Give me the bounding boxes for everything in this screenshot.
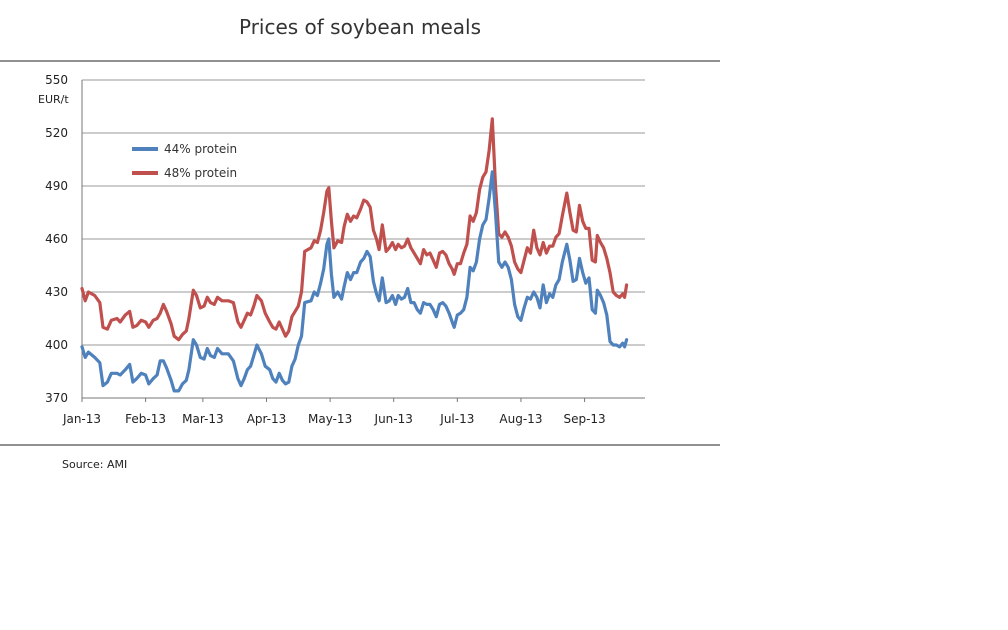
y-tick-label-550: 550 <box>45 73 68 87</box>
y-tick-label-490: 490 <box>45 179 68 193</box>
y-tick-label-370: 370 <box>45 391 68 405</box>
gridlines <box>82 79 645 346</box>
axes: 370 400 430 460 490 520 550 Jan-13 Feb-13 Mar-13 A… <box>45 73 645 426</box>
y-tick-label-520: 520 <box>45 126 68 140</box>
x-tick-label-Feb-13: Feb-13 <box>125 412 166 426</box>
x-tick-label-Apr-13: Apr-13 <box>247 412 287 426</box>
legend-label-48-protein: 48% protein <box>164 166 237 180</box>
y-tick-label-400: 400 <box>45 338 68 352</box>
source-note: Source: AMI <box>62 458 127 471</box>
x-tick-label-Jun-13: Jun-13 <box>374 412 413 426</box>
series-line-48-protein <box>80 117 629 342</box>
x-tick-label-Mar-13: Mar-13 <box>182 412 223 426</box>
legend-label-44-protein: 44% protein <box>164 142 237 156</box>
x-tick-label-Sep-13: Sep-13 <box>563 412 605 426</box>
x-tick-label-Aug-13: Aug-13 <box>499 412 542 426</box>
x-tick-label-Jul-13: Jul-13 <box>439 412 474 426</box>
y-tick-label-430: 430 <box>45 285 68 299</box>
legend: 44% protein 48% protein <box>132 142 237 180</box>
y-axis-unit-label: EUR/t <box>38 93 69 106</box>
series-line-44-protein <box>80 170 629 393</box>
x-tick-label-Jan-13: Jan-13 <box>62 412 101 426</box>
chart-title: Prices of soybean meals <box>239 15 481 39</box>
x-tick-label-May-13: May-13 <box>308 412 352 426</box>
y-tick-label-460: 460 <box>45 232 68 246</box>
series-lines <box>80 117 629 393</box>
